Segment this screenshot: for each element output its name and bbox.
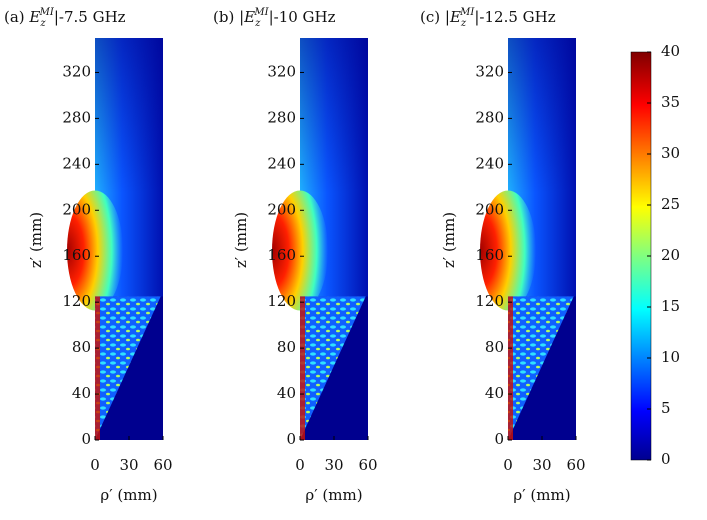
- colorbar-tick-label: 0: [661, 450, 671, 468]
- title-part: MI: [253, 7, 269, 18]
- y-tick-label: 80: [72, 338, 91, 356]
- title-part: z: [254, 18, 261, 29]
- x-tick-label: 0: [295, 456, 305, 474]
- y-axis-label: z′ (mm): [440, 212, 458, 268]
- panel-title: (a) EzMI|-7.5 GHz: [4, 7, 126, 29]
- x-tick-label: 60: [566, 456, 585, 474]
- y-tick-label: 280: [267, 108, 296, 126]
- x-tick-label: 60: [358, 456, 377, 474]
- hot-spot: [67, 190, 123, 311]
- y-tick-label: 200: [267, 200, 296, 218]
- y-tick-label: 240: [475, 154, 504, 172]
- y-axis-label: z′ (mm): [27, 212, 45, 268]
- colorbar-tick-label: 20: [661, 246, 680, 264]
- title-part: E: [243, 8, 255, 26]
- y-tick-label: 0: [81, 430, 91, 448]
- colorbar-tick-label: 15: [661, 297, 680, 315]
- colorbar-tick-label: 25: [661, 195, 680, 213]
- y-tick-label: 240: [62, 154, 91, 172]
- edge-hot: [95, 296, 100, 440]
- y-axis-label: z′ (mm): [232, 212, 250, 268]
- y-tick-label: 320: [475, 62, 504, 80]
- title-part: z: [39, 18, 46, 29]
- y-tick-label: 120: [62, 292, 91, 310]
- title-part: |-12.5 GHz: [474, 8, 555, 26]
- x-tick-label: 30: [532, 456, 551, 474]
- edge-hot: [508, 296, 513, 440]
- y-tick-label: 160: [267, 246, 296, 264]
- y-tick-label: 120: [267, 292, 296, 310]
- y-tick-label: 0: [494, 430, 504, 448]
- y-tick-label: 40: [72, 384, 91, 402]
- y-tick-label: 80: [485, 338, 504, 356]
- cone-region: [95, 296, 161, 440]
- colorbar-tick-label: 10: [661, 348, 680, 366]
- x-tick-label: 60: [153, 456, 172, 474]
- title-part: E: [449, 8, 461, 26]
- x-tick-label: 0: [90, 456, 100, 474]
- y-tick-label: 120: [475, 292, 504, 310]
- y-tick-label: 160: [62, 246, 91, 264]
- title-part: (a): [4, 8, 29, 26]
- y-tick-label: 240: [267, 154, 296, 172]
- colorbar-tick-label: 5: [661, 399, 671, 417]
- title-part: |-10 GHz: [269, 8, 336, 26]
- y-tick-label: 320: [267, 62, 296, 80]
- heatmap-field: [272, 38, 368, 440]
- x-axis-label: ρ′ (mm): [305, 486, 362, 504]
- title-part: (c) |: [420, 8, 450, 26]
- x-tick-label: 30: [324, 456, 343, 474]
- y-tick-label: 200: [62, 200, 91, 218]
- x-tick-label: 30: [119, 456, 138, 474]
- panel-title: (b) |EzMI|-10 GHz: [213, 7, 336, 29]
- title-part: MI: [39, 7, 55, 18]
- panel-title: (c) |EzMI|-12.5 GHz: [420, 7, 556, 29]
- edge-hot: [300, 296, 305, 440]
- y-tick-label: 80: [277, 338, 296, 356]
- y-tick-label: 40: [277, 384, 296, 402]
- title-part: |-7.5 GHz: [54, 8, 126, 26]
- title-part: z: [460, 18, 467, 29]
- hot-spot: [480, 190, 536, 311]
- heatmap-field: [480, 38, 576, 440]
- y-tick-label: 280: [62, 108, 91, 126]
- y-tick-label: 200: [475, 200, 504, 218]
- y-tick-label: 320: [62, 62, 91, 80]
- y-tick-label: 280: [475, 108, 504, 126]
- y-tick-label: 0: [286, 430, 296, 448]
- cone-region: [508, 296, 574, 440]
- title-part: E: [28, 8, 40, 26]
- x-tick-label: 0: [503, 456, 513, 474]
- colorbar-tick-label: 30: [661, 144, 680, 162]
- y-tick-label: 160: [475, 246, 504, 264]
- colorbar-tick-label: 40: [661, 42, 680, 60]
- hot-spot: [272, 190, 328, 311]
- heatmap-field: [67, 38, 163, 440]
- title-part: MI: [459, 7, 475, 18]
- x-axis-label: ρ′ (mm): [513, 486, 570, 504]
- cone-region: [300, 296, 366, 440]
- y-tick-label: 40: [485, 384, 504, 402]
- title-part: (b) |: [213, 8, 244, 26]
- colorbar-tick-label: 35: [661, 93, 680, 111]
- x-axis-label: ρ′ (mm): [100, 486, 157, 504]
